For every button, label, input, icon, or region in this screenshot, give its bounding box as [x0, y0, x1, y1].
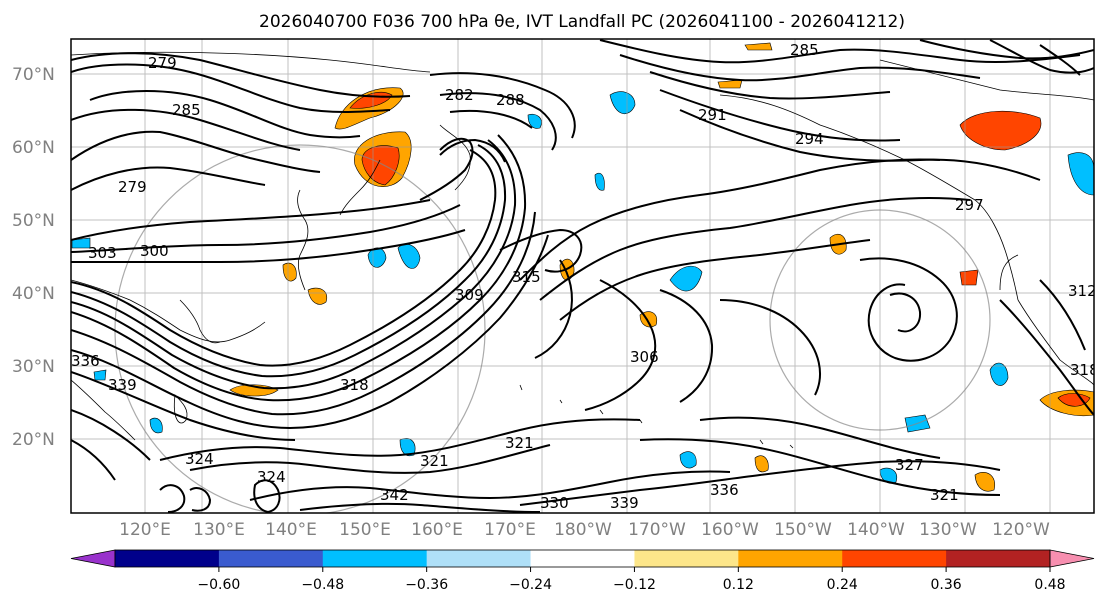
lon-label: 150°W	[774, 520, 832, 540]
anomaly-patch	[959, 110, 1042, 151]
lon-label: 140°E	[265, 520, 317, 540]
lon-label: 170°W	[628, 520, 686, 540]
lat-label: 60°N	[12, 138, 55, 158]
contour-label: 312	[1068, 282, 1097, 300]
anomaly-patch	[1057, 393, 1091, 407]
contour-label: 300	[140, 242, 169, 260]
colorbar-tick-label: −0.60	[197, 577, 240, 593]
contour-label: 285	[172, 101, 201, 119]
contour-label: 342	[380, 486, 409, 504]
colorbar-tick-label: 0.24	[827, 577, 858, 593]
anomaly-patch	[609, 91, 636, 114]
contour-label: 297	[955, 196, 984, 214]
colorbar-bin	[322, 550, 428, 567]
anomaly-patch	[527, 113, 542, 129]
colorbar-extend-low	[70, 549, 116, 568]
contour-label: 303	[88, 244, 117, 262]
anomaly-patch	[149, 417, 163, 434]
anomaly-patch	[93, 369, 107, 381]
anomaly-patch	[989, 362, 1009, 386]
colorbar-bin	[115, 550, 220, 567]
contour-label: 282	[445, 86, 474, 104]
anomaly-patch	[594, 172, 605, 191]
contour-label: 279	[148, 54, 177, 72]
contour-label: 306	[630, 348, 659, 366]
map-frame	[70, 38, 1095, 514]
anomaly-patch	[959, 269, 979, 286]
contour-label: 285	[790, 41, 819, 59]
colorbar-tick-label: −0.24	[509, 577, 552, 593]
lon-label: 120°E	[119, 520, 171, 540]
latitude-labels: 70°N 60°N 50°N 40°N 30°N 20°N	[12, 65, 55, 450]
contour-label: 291	[698, 106, 727, 124]
contour-label: 279	[118, 178, 147, 196]
theta-e-contours	[71, 39, 1094, 513]
colorbar-tick-label: −0.12	[613, 577, 656, 593]
colorbar-bin	[738, 550, 843, 567]
colorbar-tick-label: −0.48	[301, 577, 344, 593]
lon-label: 130°E	[193, 520, 245, 540]
lon-label: 120°W	[992, 520, 1050, 540]
lat-label: 30°N	[12, 357, 55, 377]
contour-label: 318	[1070, 361, 1099, 379]
colorbar-bin	[218, 550, 324, 567]
colorbar-tick-label: 0.48	[1034, 577, 1065, 593]
colorbar-tick-label: 0.36	[931, 577, 962, 593]
colorbar-bin	[530, 550, 635, 567]
anomaly-patch	[879, 467, 898, 484]
contour-label: 336	[710, 481, 739, 499]
contour-label: 330	[540, 494, 569, 512]
contour-label: 309	[455, 286, 484, 304]
contour-label: 336	[71, 352, 100, 370]
colorbar-bin	[634, 550, 739, 567]
anomaly-patch	[679, 451, 697, 469]
colorbar-tick-label: 0.12	[723, 577, 754, 593]
anomaly-patch	[754, 455, 769, 473]
longitude-labels: 120°E 130°E 140°E 150°E 160°E 170°E 180°…	[119, 520, 1050, 540]
contour-label: 324	[257, 468, 286, 486]
anomaly-patch	[282, 262, 297, 282]
lat-label: 50°N	[12, 211, 55, 231]
colorbar-bin	[842, 550, 947, 567]
contour-label: 339	[108, 376, 137, 394]
contour-label: 315	[512, 268, 541, 286]
contour-label: 339	[610, 494, 639, 512]
colorbar-tick-label: −0.36	[405, 577, 448, 593]
lat-label: 20°N	[12, 430, 55, 450]
contour-label: 288	[496, 91, 525, 109]
anomaly-patch	[669, 265, 703, 292]
lon-label: 170°E	[484, 520, 536, 540]
anomaly-patch	[717, 79, 743, 89]
lon-label: 140°W	[847, 520, 905, 540]
anomaly-patch	[71, 237, 91, 249]
lon-label: 130°W	[919, 520, 977, 540]
lat-label: 70°N	[12, 65, 55, 85]
anomaly-patch	[307, 287, 328, 305]
colorbar: −0.60 −0.48 −0.36 −0.24 −0.12 0.12 0.24 0.36 0.4…	[70, 549, 1095, 593]
map-title: 2026040700 F036 700 hPa θe, IVT Landfall…	[259, 12, 905, 32]
colorbar-bin	[426, 550, 532, 567]
contour-label: 294	[795, 130, 824, 148]
anomaly-patch	[974, 471, 996, 492]
anomaly-patch	[1067, 152, 1094, 196]
contour-label: 321	[505, 434, 534, 452]
contour-label-layer: 279 285 282 288 285 279 291 294 297 303 …	[71, 41, 1099, 512]
colorbar-extend-high	[1049, 549, 1095, 568]
colorbar-outline	[114, 549, 1051, 568]
lon-label: 160°W	[701, 520, 759, 540]
coastlines	[71, 51, 1094, 449]
map-panel: 279 285 282 288 285 279 291 294 297 303 …	[71, 39, 1099, 513]
colorbar-bin	[946, 550, 1051, 567]
contour-label: 321	[420, 452, 449, 470]
lon-label: 160°E	[411, 520, 463, 540]
contour-label: 324	[185, 450, 214, 468]
lon-label: 180°W	[554, 520, 612, 540]
contour-label: 327	[895, 456, 924, 474]
lon-label: 150°E	[339, 520, 391, 540]
anomaly-patch	[744, 42, 773, 51]
lat-label: 40°N	[12, 284, 55, 304]
contour-label: 318	[340, 376, 369, 394]
contour-label: 321	[930, 486, 959, 504]
